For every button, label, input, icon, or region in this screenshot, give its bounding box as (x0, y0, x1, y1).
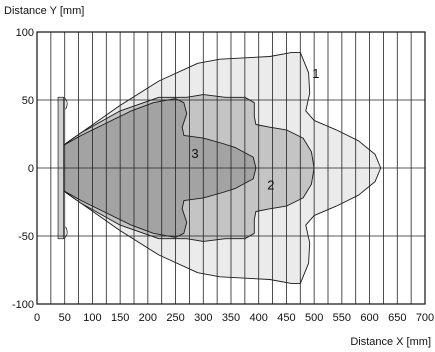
x-tick-label: 550 (333, 312, 351, 324)
x-tick-label: 450 (277, 312, 295, 324)
zone-3-label: 3 (191, 146, 198, 161)
x-tick-label: 50 (59, 312, 71, 324)
x-tick-label: 100 (83, 312, 101, 324)
zone-labels: 1 2 3 (191, 66, 319, 193)
chart-grid (37, 32, 425, 304)
y-tick-label: 100 (16, 27, 34, 39)
x-tick-label: 200 (139, 312, 157, 324)
y-tick-label: -100 (12, 299, 34, 311)
x-tick-label: 700 (416, 312, 434, 324)
x-tick-label: 650 (388, 312, 406, 324)
x-tick-label: 600 (360, 312, 378, 324)
y-tick-label: -50 (18, 231, 34, 243)
y-tick-label: 0 (28, 163, 34, 175)
x-axis-title: Distance X [mm] (350, 336, 431, 348)
x-tick-label: 350 (222, 312, 240, 324)
x-tick-labels: 0 50 100 150 200 250 300 350 400 450 500 550 600 650 7… (34, 312, 434, 324)
x-tick-label: 250 (166, 312, 184, 324)
y-axis-title: Distance Y [mm] (4, 5, 84, 17)
x-tick-label: 400 (250, 312, 268, 324)
plot-frame (36, 31, 426, 305)
x-tick-label: 300 (194, 312, 212, 324)
y-tick-label: 50 (22, 95, 34, 107)
zone-2-label: 2 (267, 177, 274, 192)
y-tick-labels: 100 50 0 -50 -100 (12, 27, 34, 311)
x-tick-label: 0 (34, 312, 40, 324)
plot-border (36, 31, 426, 305)
x-tick-label: 500 (305, 312, 323, 324)
zone-1-label: 1 (312, 66, 319, 81)
x-tick-label: 150 (111, 312, 129, 324)
